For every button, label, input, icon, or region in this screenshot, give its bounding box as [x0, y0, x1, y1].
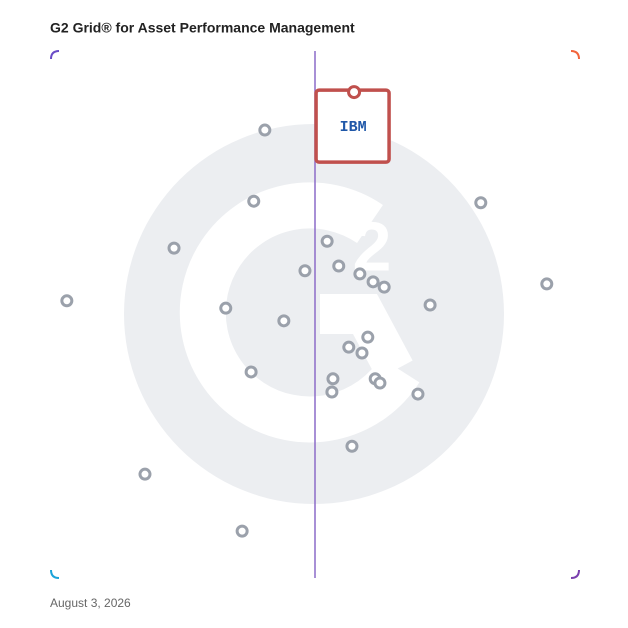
- product-dot: [540, 277, 554, 291]
- product-dot: [326, 372, 340, 386]
- product-dot: [342, 340, 356, 354]
- chart-title: G2 Grid® for Asset Performance Managemen…: [50, 20, 355, 36]
- product-dot: [345, 439, 359, 453]
- product-dot: [423, 298, 437, 312]
- product-dot: [167, 241, 181, 255]
- product-dot: [353, 267, 367, 281]
- footnote-date: August 3, 2026: [50, 596, 131, 610]
- highlight-dot: [347, 85, 362, 100]
- product-dot: [138, 467, 152, 481]
- product-dot: [320, 234, 334, 248]
- product-dot: [298, 264, 312, 278]
- product-dot: [361, 330, 375, 344]
- product-dot: [60, 294, 74, 308]
- product-dot: [377, 280, 391, 294]
- product-dot: [277, 314, 291, 328]
- product-dot: [258, 123, 272, 137]
- product-dot: [332, 259, 346, 273]
- highlight-label: IBM: [340, 119, 367, 136]
- product-dot: [244, 365, 258, 379]
- product-dot: [235, 524, 249, 538]
- product-dot: [373, 376, 387, 390]
- product-dot: [411, 387, 425, 401]
- product-dot: [366, 275, 380, 289]
- product-dot: [247, 194, 261, 208]
- product-dot: [355, 346, 369, 360]
- product-dot: [219, 301, 233, 315]
- product-dot: [325, 385, 339, 399]
- product-dot: [474, 196, 488, 210]
